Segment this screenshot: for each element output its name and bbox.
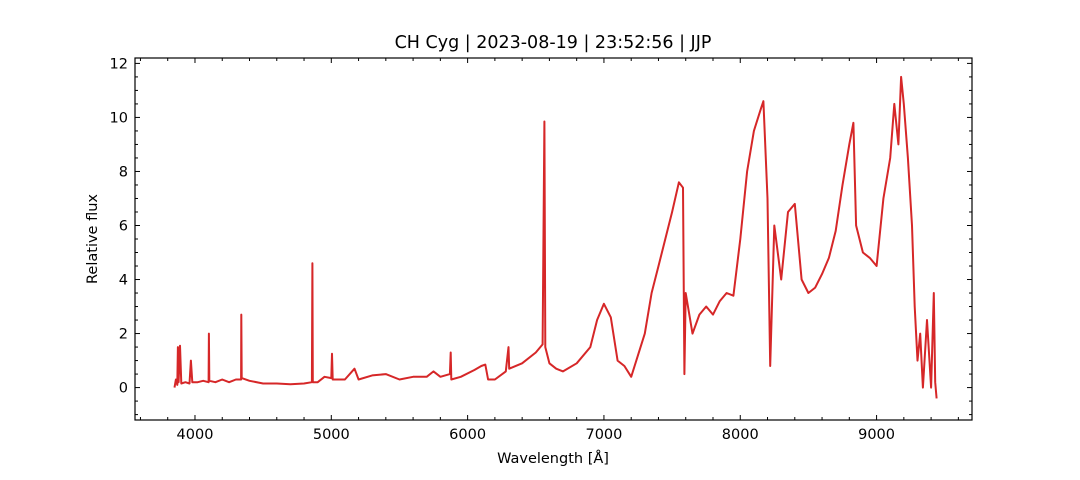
x-tick-label: 5000 [313,427,350,443]
y-tick-label: 0 [119,381,128,397]
spectrum-line [173,75,938,399]
y-tick-label: 4 [119,273,128,289]
y-axis-title: Relative flux [85,194,101,284]
x-tick-label: 8000 [722,427,759,443]
x-tick-label: 4000 [177,427,214,443]
spectrum-line-group [173,75,938,399]
chart-title: CH Cyg | 2023-08-19 | 23:52:56 | JJP [395,33,712,53]
x-tick-label: 6000 [449,427,486,443]
y-tick-label: 2 [119,327,128,343]
x-axis-ticks: 4000 5000 6000 7000 8000 9000 [139,58,959,443]
y-axis-ticks: 0 2 4 6 8 10 12 [110,56,972,416]
x-tick-label: 9000 [858,427,895,443]
y-tick-label: 12 [110,56,128,72]
x-axis-title: Wavelength [Å] [497,450,609,467]
y-tick-label: 6 [119,218,128,234]
plot-area: 4000 5000 6000 7000 8000 9000 0 2 4 6 8 10 12 [110,56,973,443]
y-tick-label: 10 [110,110,128,126]
y-tick-label: 8 [119,164,128,180]
x-tick-label: 7000 [585,427,622,443]
